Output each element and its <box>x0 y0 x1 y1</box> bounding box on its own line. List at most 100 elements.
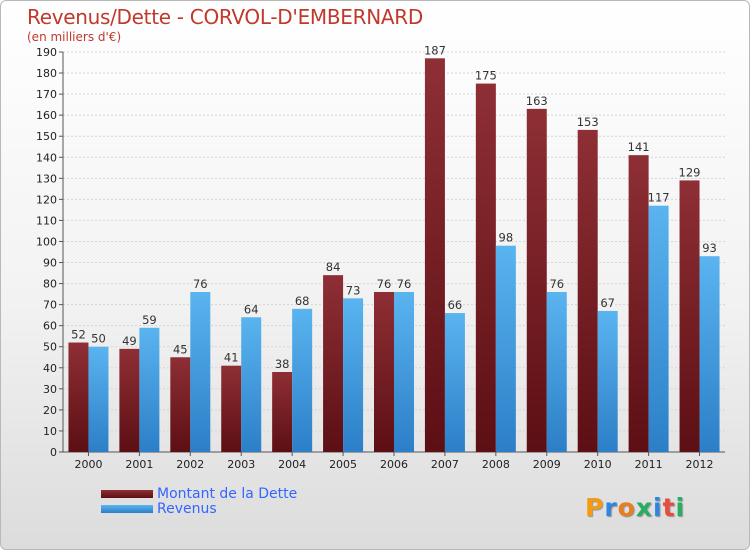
legend-label-revenue: Revenus <box>157 501 217 517</box>
y-tick-label: 30 <box>43 383 57 396</box>
x-tick-label: 2002 <box>176 458 204 471</box>
legend-swatch-debt <box>101 490 153 498</box>
y-tick-label: 180 <box>36 67 57 80</box>
bar-revenue <box>292 308 313 452</box>
bar-debt <box>424 58 445 452</box>
x-tick-label: 2000 <box>74 458 102 471</box>
logo-letter: t <box>662 493 676 522</box>
value-label-revenue: 50 <box>91 332 106 346</box>
unit-label: (en milliers d'€) <box>27 30 122 44</box>
bar-debt <box>119 348 140 452</box>
x-tick-label: 2012 <box>686 458 714 471</box>
logo-letter: o <box>617 493 636 522</box>
y-tick-label: 70 <box>43 299 57 312</box>
value-label-revenue: 76 <box>193 277 208 291</box>
value-label-debt: 52 <box>71 328 86 342</box>
value-label-revenue: 68 <box>295 294 310 308</box>
x-tick-label: 2001 <box>125 458 153 471</box>
y-tick-label: 80 <box>43 278 57 291</box>
value-label-revenue: 117 <box>648 191 670 205</box>
logo-letter: r <box>604 493 618 522</box>
bar-debt <box>475 83 496 452</box>
value-label-debt: 41 <box>224 351 239 365</box>
bar-debt <box>374 292 394 452</box>
value-label-debt: 84 <box>326 260 341 274</box>
bar-revenue <box>699 256 720 452</box>
bar-debt <box>170 357 191 452</box>
y-tick-label: 120 <box>36 193 57 206</box>
x-tick-label: 2003 <box>227 458 255 471</box>
logo-letter: P <box>585 493 605 522</box>
value-label-debt: 141 <box>628 140 650 154</box>
value-label-debt: 153 <box>577 115 599 129</box>
value-label-revenue: 66 <box>448 298 463 312</box>
x-tick-label: 2004 <box>278 458 306 471</box>
bar-revenue <box>444 313 465 452</box>
y-tick-label: 140 <box>36 151 57 164</box>
y-tick-label: 190 <box>36 46 57 59</box>
bar-revenue <box>343 298 364 452</box>
bar-debt <box>68 342 89 452</box>
value-label-debt: 45 <box>173 342 188 356</box>
x-tick-label: 2006 <box>380 458 408 471</box>
value-label-revenue: 76 <box>397 277 412 291</box>
bar-revenue <box>648 205 669 452</box>
x-tick-label: 2007 <box>431 458 459 471</box>
bar-debt <box>221 365 242 452</box>
bar-debt <box>526 108 547 452</box>
value-label-debt: 49 <box>122 334 137 348</box>
value-label-revenue: 93 <box>702 241 717 255</box>
bar-revenue <box>88 346 109 452</box>
value-label-debt: 175 <box>475 69 497 83</box>
bar-revenue <box>394 292 414 452</box>
value-label-revenue: 67 <box>600 296 615 310</box>
bar-revenue <box>495 245 516 452</box>
y-tick-label: 0 <box>50 446 57 459</box>
value-label-debt: 76 <box>377 277 392 291</box>
value-label-debt: 38 <box>275 357 290 371</box>
legend-swatch-revenue <box>101 505 153 513</box>
y-tick-label: 90 <box>43 257 57 270</box>
logo-letter: x <box>635 493 653 522</box>
x-tick-label: 2011 <box>635 458 663 471</box>
value-label-debt: 163 <box>526 94 548 108</box>
value-label-debt: 129 <box>679 165 701 179</box>
y-tick-label: 40 <box>43 362 57 375</box>
value-label-revenue: 73 <box>346 283 361 297</box>
value-label-revenue: 64 <box>244 302 259 316</box>
value-label-revenue: 98 <box>499 231 514 245</box>
x-tick-label: 2005 <box>329 458 357 471</box>
bar-debt <box>577 129 598 453</box>
value-label-revenue: 76 <box>549 277 564 291</box>
bar-revenue <box>139 327 160 452</box>
bar-revenue <box>190 292 211 452</box>
bar-revenue <box>241 317 262 452</box>
chart-title: Revenus/Dette - CORVOL-D'EMBERNARD <box>27 5 423 29</box>
x-tick-label: 2008 <box>482 458 510 471</box>
y-tick-label: 10 <box>43 425 57 438</box>
bar-revenue <box>546 292 567 452</box>
x-tick-label: 2009 <box>533 458 561 471</box>
y-tick-label: 150 <box>36 130 57 143</box>
y-tick-label: 20 <box>43 404 57 417</box>
bar-debt <box>272 372 293 452</box>
y-tick-label: 50 <box>43 341 57 354</box>
y-tick-label: 170 <box>36 88 57 101</box>
bar-revenue <box>597 310 618 452</box>
bar-debt <box>679 180 700 452</box>
logo-letter: i <box>675 493 686 522</box>
y-tick-label: 100 <box>36 235 57 248</box>
y-tick-label: 130 <box>36 172 57 185</box>
legend-label-debt: Montant de la Dette <box>157 486 298 502</box>
y-tick-label: 160 <box>36 109 57 122</box>
value-label-revenue: 59 <box>142 313 157 327</box>
bar-debt <box>323 275 344 452</box>
proxiti-logo: Proxiti <box>585 493 685 522</box>
bar-debt <box>628 155 649 452</box>
logo-letter: i <box>653 493 663 522</box>
y-tick-label: 60 <box>43 320 57 333</box>
y-tick-label: 110 <box>36 214 57 227</box>
value-label-debt: 187 <box>424 43 446 57</box>
